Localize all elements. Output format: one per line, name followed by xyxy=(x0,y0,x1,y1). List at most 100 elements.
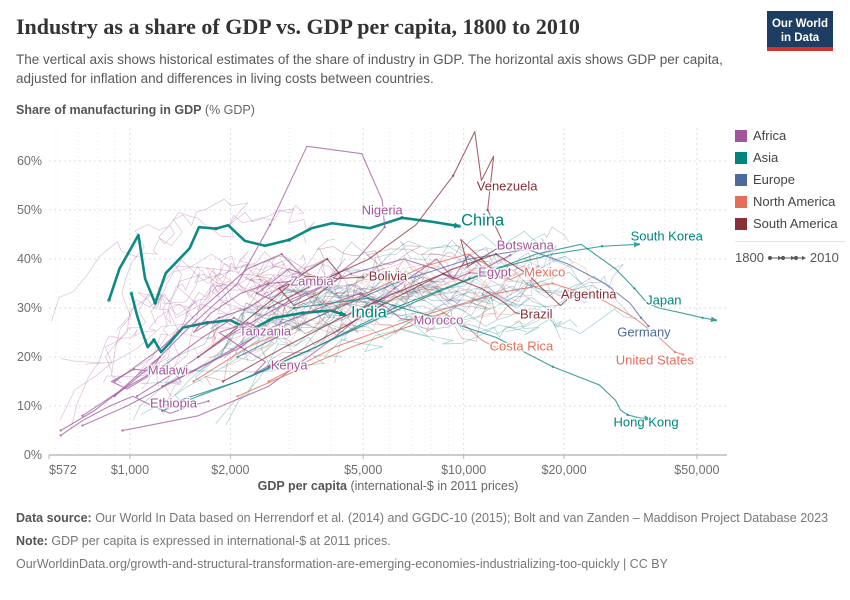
trajectory-point xyxy=(482,267,486,270)
data-source-label: Data source: xyxy=(16,511,92,525)
legend-swatch-europe xyxy=(735,173,747,186)
owid-logo[interactable]: Our World in Data xyxy=(767,11,833,51)
legend-item-europe[interactable]: Europe xyxy=(735,172,845,187)
country-label-argentina[interactable]: Argentina xyxy=(560,286,617,302)
trajectory-ethiopia[interactable] xyxy=(60,395,209,436)
country-label-united-states[interactable]: United States xyxy=(615,352,694,368)
country-label-venezuela[interactable]: Venezuela xyxy=(476,178,538,194)
data-source-text: Our World In Data based on Herrendorf et… xyxy=(91,511,829,525)
country-label-kenya[interactable]: Kenya xyxy=(270,357,308,373)
y-tick-0: 0% xyxy=(24,448,42,462)
x-tick-10000: $10,000 xyxy=(441,463,486,477)
trajectory-point xyxy=(682,353,685,356)
country-label-zambia[interactable]: Zambia xyxy=(290,273,334,289)
x-tick-5000: $5,000 xyxy=(344,463,382,477)
canonical-url-link[interactable]: OurWorldinData.org/growth-and-structural… xyxy=(16,557,668,571)
background-trajectories xyxy=(51,198,637,429)
trajectory-point xyxy=(509,253,512,257)
trajectory-point xyxy=(283,364,286,368)
trajectory-point xyxy=(153,301,157,305)
trajectory-point xyxy=(239,346,243,349)
trajectory-point xyxy=(393,287,396,290)
y-tick-60: 60% xyxy=(17,154,42,168)
country-label-costa-rica[interactable]: Costa Rica xyxy=(489,338,554,354)
trajectory-egypt[interactable] xyxy=(136,258,483,397)
trajectory-point xyxy=(267,380,270,383)
country-label-nigeria[interactable]: Nigeria xyxy=(361,202,403,218)
legend-label-africa: Africa xyxy=(753,128,787,143)
trajectory-point xyxy=(714,319,718,322)
legend-label-north_america: North America xyxy=(753,194,836,209)
trajectory-point xyxy=(236,355,239,359)
trajectory-point xyxy=(232,316,236,319)
trajectory-nigeria[interactable] xyxy=(114,145,386,397)
legend-swatch-asia xyxy=(735,151,747,164)
trajectory-point xyxy=(255,292,259,295)
legend-item-south_america[interactable]: South America xyxy=(735,216,845,231)
trajectory-point xyxy=(422,265,426,268)
y-tick-20: 20% xyxy=(17,350,42,364)
trajectory-mexico[interactable] xyxy=(193,253,535,382)
y-axis-title: Share of manufacturing in GDP (% GDP) xyxy=(16,103,255,117)
y-axis-title-main: Share of manufacturing in GDP xyxy=(16,103,202,117)
trajectory-malawi[interactable] xyxy=(60,356,161,431)
trajectory-point xyxy=(359,292,362,295)
legend-time-start: 1800 xyxy=(735,250,764,265)
country-label-china[interactable]: China xyxy=(461,211,505,230)
legend-item-africa[interactable]: Africa xyxy=(735,128,845,143)
country-label-morocco[interactable]: Morocco xyxy=(413,312,464,328)
country-label-botswana[interactable]: Botswana xyxy=(496,237,554,253)
country-label-mexico[interactable]: Mexico xyxy=(524,264,566,280)
legend-item-north_america[interactable]: North America xyxy=(735,194,845,209)
legend-swatch-south_america xyxy=(735,217,747,230)
trajectory-zambia[interactable] xyxy=(114,253,302,382)
trajectory-bolivia[interactable] xyxy=(197,258,364,358)
trajectory-hong-kong[interactable] xyxy=(293,297,651,422)
trajectory-point xyxy=(81,424,84,427)
country-label-egypt[interactable]: Egypt xyxy=(478,264,512,280)
trajectory-botswana[interactable] xyxy=(122,253,511,432)
trajectory-south-korea[interactable] xyxy=(162,241,640,412)
page-title: Industry as a share of GDP vs. GDP per c… xyxy=(16,14,580,39)
trajectory-point xyxy=(221,380,225,383)
trajectory-point xyxy=(457,224,462,228)
trajectory-venezuela[interactable] xyxy=(268,131,505,309)
trajectory-point xyxy=(451,174,455,177)
legend-swatch-north_america xyxy=(735,195,747,208)
country-label-brazil[interactable]: Brazil xyxy=(519,306,553,322)
trajectory-united-states[interactable] xyxy=(268,282,684,382)
trajectory-point xyxy=(152,370,156,373)
trajectory-germany[interactable] xyxy=(237,248,649,358)
country-label-malawi[interactable]: Malawi xyxy=(147,362,189,378)
data-source-line: Data source: Our World In Data based on … xyxy=(16,510,834,527)
time-arrow-icon xyxy=(767,255,806,260)
trajectory-japan[interactable] xyxy=(162,243,717,407)
trajectory-tanzania[interactable] xyxy=(82,317,266,417)
legend-item-asia[interactable]: Asia xyxy=(735,150,845,165)
trajectory-point xyxy=(236,395,239,398)
country-label-germany[interactable]: Germany xyxy=(617,324,671,340)
country-label-bolivia[interactable]: Bolivia xyxy=(368,268,408,284)
legend-time-end: 2010 xyxy=(809,250,839,265)
trajectory-point xyxy=(151,404,154,408)
owid-logo-line1: Our World xyxy=(771,18,828,30)
trajectory-argentina[interactable] xyxy=(268,253,579,368)
trajectory-point xyxy=(267,306,270,310)
country-label-south-korea[interactable]: South Korea xyxy=(630,228,703,244)
trajectory-point xyxy=(217,316,221,319)
country-label-ethiopia[interactable]: Ethiopia xyxy=(149,395,197,411)
trajectory-point xyxy=(442,272,445,275)
country-label-hong-kong[interactable]: Hong Kong xyxy=(613,414,679,430)
trajectory-point xyxy=(277,287,281,290)
trajectory-point xyxy=(639,316,643,319)
trajectory-china[interactable] xyxy=(107,216,461,305)
country-label-japan[interactable]: Japan xyxy=(646,292,682,308)
note-label: Note: xyxy=(16,534,48,548)
trajectory-morocco[interactable] xyxy=(162,292,419,387)
country-label-india[interactable]: India xyxy=(350,303,387,322)
trajectory-point xyxy=(107,298,111,302)
trajectory-point xyxy=(533,272,536,275)
country-trajectories xyxy=(59,131,718,437)
country-label-tanzania[interactable]: Tanzania xyxy=(239,323,292,339)
